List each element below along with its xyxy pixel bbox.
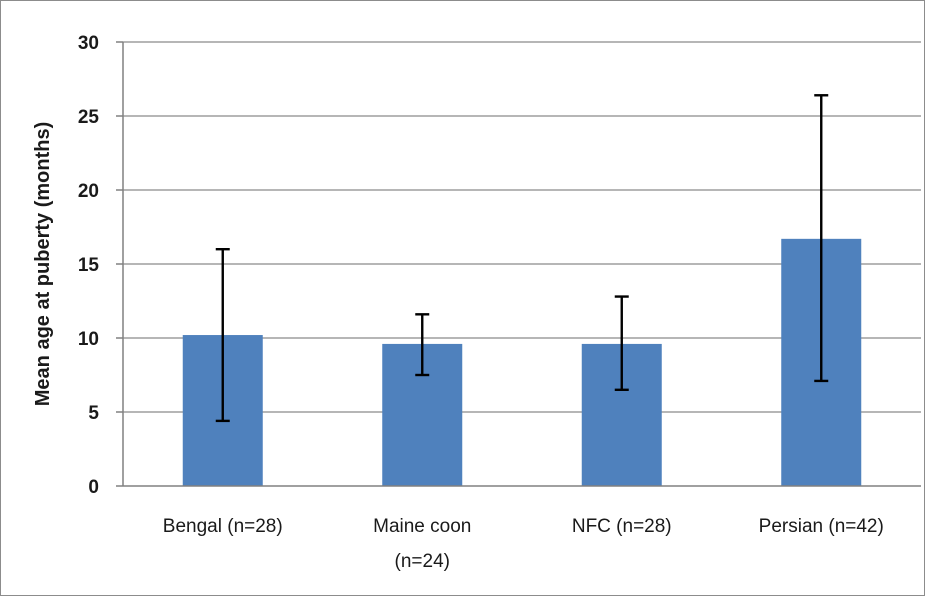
x-tick-label-1-line-1: (n=24) [395, 551, 450, 572]
y-tick-label-0: 0 [88, 477, 99, 498]
x-tick-label-3: Persian (n=42) [759, 516, 884, 537]
error-bars [215, 94, 829, 423]
x-tick-label-1-line-0: Maine coon [373, 516, 471, 537]
labels: 0 5 10 15 20 25 30 Bengal (n=28) Maine coon (n=24… [78, 33, 884, 572]
y-tick-label-20: 20 [78, 181, 99, 202]
y-tick-label-15: 15 [78, 255, 100, 276]
x-tick-label-2: NFC (n=28) [572, 516, 672, 537]
y-tick-label-5: 5 [88, 403, 99, 424]
y-tick-label-10: 10 [78, 329, 99, 350]
bars [182, 238, 862, 486]
x-tick-label-0: Bengal (n=28) [163, 516, 283, 537]
y-axis-title: Mean age at puberty (months) [32, 122, 54, 406]
y-tick-label-30: 30 [78, 33, 99, 54]
y-tick-label-25: 25 [78, 107, 100, 128]
axes [116, 41, 921, 487]
